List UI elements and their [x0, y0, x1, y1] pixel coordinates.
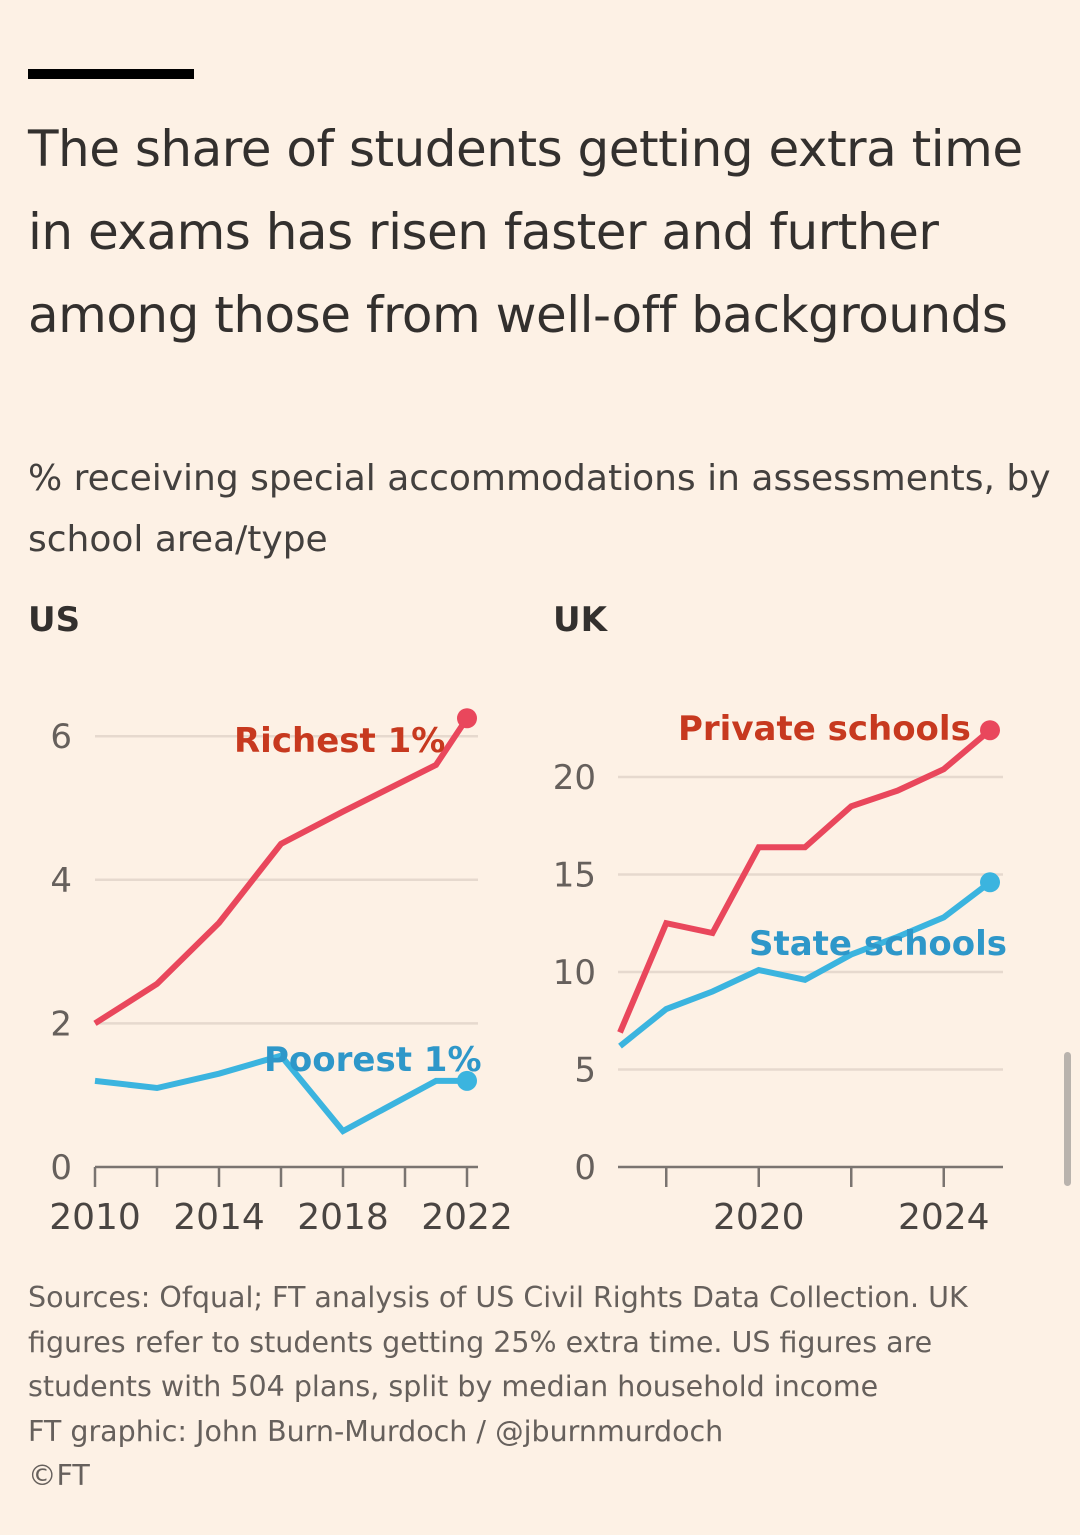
us-series-end-marker-0: [457, 708, 477, 729]
source-line: Sources: Ofqual; FT analysis of US Civil…: [28, 1281, 968, 1314]
uk-series-end-marker-0: [980, 720, 1000, 741]
uk-series-line-1: [618, 879, 992, 1049]
uk-series-end-marker-1: [980, 872, 1000, 893]
us-y-tick-label: 6: [50, 717, 72, 757]
scrollbar[interactable]: [1064, 1052, 1071, 1186]
us-series-label-0: Richest 1%: [234, 721, 445, 761]
uk-y-tick-label: 20: [553, 758, 596, 798]
ft-title-bar: [28, 69, 194, 79]
us-y-tick-label: 4: [50, 861, 72, 901]
us-y-tick-label: 2: [50, 1004, 72, 1044]
source-notes: Sources: Ofqual; FT analysis of US Civil…: [28, 1276, 1038, 1499]
uk-series-line-0: [617, 727, 992, 1034]
us-series-line-0: [93, 716, 470, 1026]
us-series-line-1: [94, 1052, 467, 1135]
source-line: figures refer to students getting 25% ex…: [28, 1325, 933, 1359]
copyright: ©FT: [28, 1459, 90, 1492]
us-x-tick-label: 2022: [421, 1197, 513, 1238]
us-x-tick-label: 2014: [173, 1197, 265, 1238]
source-line: FT graphic: John Burn-Murdoch / @jburnmu…: [28, 1414, 724, 1448]
uk-y-tick-label: 0: [574, 1148, 596, 1188]
chart-subtitle: % receiving special accommodations in as…: [28, 458, 1051, 560]
uk-y-tick-label: 15: [553, 856, 596, 896]
us-y-tick-label: 0: [50, 1148, 72, 1188]
uk-y-tick-label: 10: [553, 953, 596, 993]
us-x-tick-label: 2018: [297, 1197, 389, 1238]
uk-x-tick-label: 2020: [713, 1197, 805, 1238]
source-line: students with 504 plans, split by median…: [28, 1370, 879, 1403]
uk-series-label-0: Private schools: [678, 709, 971, 749]
uk-series-label-1: State schools: [749, 924, 1007, 964]
us-series-end-marker-1: [457, 1070, 477, 1091]
uk-y-tick-label: 5: [574, 1051, 596, 1091]
us-series-label-1: Poorest 1%: [264, 1040, 482, 1080]
us-x-tick-label: 2010: [49, 1197, 141, 1238]
uk-panel-title: UK: [553, 600, 607, 640]
uk-x-tick-label: 2024: [898, 1197, 990, 1238]
chart-title: The share of students getting extra time…: [28, 120, 1023, 344]
us-panel-title: US: [28, 600, 81, 640]
